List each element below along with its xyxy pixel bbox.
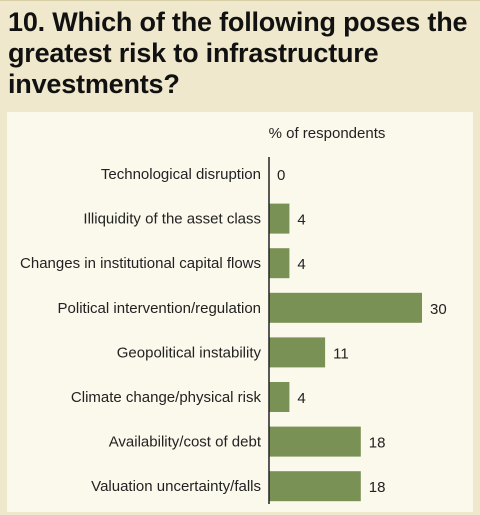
category-label: Valuation uncertainty/falls xyxy=(91,478,261,495)
x-axis-label: % of respondents xyxy=(269,125,386,142)
bar xyxy=(269,292,422,323)
bar xyxy=(269,426,361,457)
category-label: Availability/cost of debt xyxy=(109,434,262,451)
bar xyxy=(269,248,290,279)
chart-title: 10. Which of the following poses the gre… xyxy=(8,7,468,99)
value-label: 18 xyxy=(369,435,386,452)
category-label: Geopolitical instability xyxy=(117,344,262,361)
bar-chart: % of respondents Technological disruption… xyxy=(20,125,447,504)
chart-panel: % of respondents Technological disruption… xyxy=(7,112,473,512)
category-label: Climate change/physical risk xyxy=(71,389,262,406)
bar xyxy=(269,382,290,412)
bar xyxy=(269,471,361,502)
category-label: Technological disruption xyxy=(101,166,261,183)
category-label: Changes in institutional capital flows xyxy=(20,255,261,272)
value-label: 4 xyxy=(297,212,305,229)
category-label: Illiquidity of the asset class xyxy=(83,211,261,228)
value-label: 4 xyxy=(297,390,305,407)
bar xyxy=(269,203,290,234)
bar xyxy=(269,337,326,368)
value-label: 11 xyxy=(333,345,349,362)
category-label: Political intervention/regulation xyxy=(58,300,261,317)
value-label: 30 xyxy=(430,301,447,318)
value-label: 18 xyxy=(369,479,386,496)
value-label: 4 xyxy=(297,256,305,273)
value-label: 0 xyxy=(277,167,285,184)
